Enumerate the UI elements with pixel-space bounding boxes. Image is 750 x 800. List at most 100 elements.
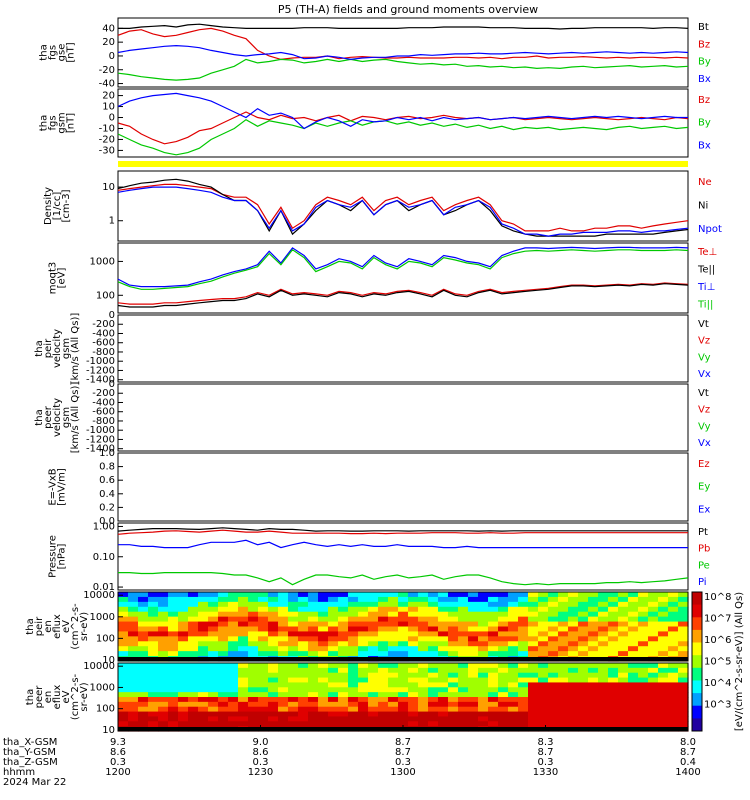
y-tick-label: 0.8	[99, 462, 115, 473]
y-tick-label: -800	[92, 347, 115, 358]
spectrogram-cell	[288, 706, 299, 713]
spectrogram-cell	[358, 667, 369, 674]
spectrogram-cell	[128, 606, 139, 613]
spectrogram-cell	[308, 651, 319, 657]
spectrogram-cell	[598, 641, 609, 647]
spectrogram-cell	[358, 682, 369, 688]
spectrogram-cell	[598, 692, 609, 698]
spectrogram-cell	[608, 672, 619, 679]
spectrogram-cell	[678, 692, 689, 698]
spectrogram-cell	[558, 697, 569, 703]
spectrogram-cell	[198, 672, 209, 679]
spectrogram-cell	[298, 692, 309, 698]
spectrogram-cell	[208, 706, 219, 713]
spectrogram-cell	[178, 667, 189, 674]
spectrogram-cell	[118, 592, 129, 598]
y-tick-label: 20	[102, 91, 115, 102]
legend-entry: Te⊥	[697, 247, 717, 258]
spectrogram-cell	[368, 611, 379, 618]
spectrogram-cell	[398, 596, 409, 603]
panel-frame	[117, 170, 689, 242]
spectrogram-cell	[228, 663, 239, 669]
spectrogram-cell	[568, 692, 579, 698]
spectrogram-cell	[228, 672, 239, 679]
spectrogram-cell	[468, 672, 479, 679]
spectrogram-cell	[438, 701, 449, 708]
spectrogram-cell	[408, 672, 419, 679]
spectrogram-cell	[478, 626, 489, 633]
spectrogram-cell	[578, 697, 589, 703]
spectrogram-cell	[288, 667, 299, 674]
spectrogram-cell	[208, 592, 219, 598]
spectrogram-cell	[228, 616, 239, 623]
spectrogram-cell	[258, 687, 269, 693]
spectrogram-cell	[528, 601, 539, 608]
time-row-value: 8.6	[110, 747, 126, 758]
spectrogram-cell	[568, 716, 579, 722]
panel-frame	[117, 314, 689, 383]
spectrogram-cell	[628, 682, 639, 688]
spectrogram-cell	[468, 677, 479, 684]
spectrogram-cell	[248, 641, 259, 647]
spectrogram-cell	[328, 616, 339, 623]
spectrogram-cell	[158, 646, 169, 652]
spectrogram-cell	[118, 631, 129, 637]
spectrogram-cell	[638, 596, 649, 603]
spectrogram-cell	[308, 601, 319, 608]
spectrogram-cell	[368, 706, 379, 713]
spectrogram-cell	[348, 611, 359, 618]
spectrogram-cell	[468, 721, 479, 727]
spectrogram-cell	[168, 663, 179, 669]
spectrogram-cell	[408, 651, 419, 657]
spectrogram-cell	[428, 663, 439, 669]
spectrogram-cell	[278, 706, 289, 713]
spectrogram-cell	[648, 721, 659, 727]
spectrogram-cell	[478, 667, 489, 674]
spectrogram-cell	[498, 687, 509, 693]
spectrogram-cell	[358, 626, 369, 633]
spectrogram-cell	[578, 611, 589, 618]
legend-entry: Ne	[698, 177, 712, 188]
spectrogram-cell	[358, 721, 369, 727]
spectrogram-cell	[218, 677, 229, 684]
spectrogram-cell	[478, 596, 489, 603]
spectrogram-cell	[278, 716, 289, 722]
spectrogram-cell	[308, 626, 319, 633]
spectrogram-cell	[658, 621, 669, 628]
spectrogram-cell	[238, 631, 249, 637]
spectrogram-cell	[268, 651, 279, 657]
spectrogram-cell	[548, 596, 559, 603]
spectrogram-cell	[348, 646, 359, 652]
spectrogram-cell	[558, 596, 569, 603]
spectrogram-cell	[208, 687, 219, 693]
colorbar-band	[692, 629, 702, 643]
spectrogram-cell	[608, 716, 619, 722]
spectrogram-cell	[548, 716, 559, 722]
y-tick-label: -200	[92, 388, 115, 399]
spectrogram-cell	[678, 697, 689, 703]
spectrogram-cell	[428, 701, 439, 708]
y-axis-label: fgs	[48, 115, 59, 130]
spectrogram-cell	[378, 677, 389, 684]
spectrogram-cell	[678, 621, 689, 628]
spectrogram-cell	[438, 641, 449, 647]
spectrogram-cell	[558, 611, 569, 618]
spectrogram-cell	[498, 611, 509, 618]
spectrogram-cell	[618, 672, 629, 679]
spectrogram-cell	[488, 592, 499, 598]
spectrogram-cell	[388, 641, 399, 647]
y-tick-label: 40	[102, 23, 115, 34]
spectrogram-cell	[138, 687, 149, 693]
spectrogram-cell	[158, 672, 169, 679]
spectrogram-cell	[258, 611, 269, 618]
spectrogram-cell	[378, 706, 389, 713]
y-axis-label: tha	[34, 409, 45, 425]
spectrogram-cell	[208, 631, 219, 637]
spectrogram-cell	[228, 687, 239, 693]
spectrogram-cell	[128, 697, 139, 703]
spectrogram-cell	[498, 596, 509, 603]
spectrogram-cell	[608, 646, 619, 652]
spectrogram-cell	[138, 646, 149, 652]
spectrogram-cell	[538, 711, 549, 718]
spectrogram-cell	[168, 706, 179, 713]
